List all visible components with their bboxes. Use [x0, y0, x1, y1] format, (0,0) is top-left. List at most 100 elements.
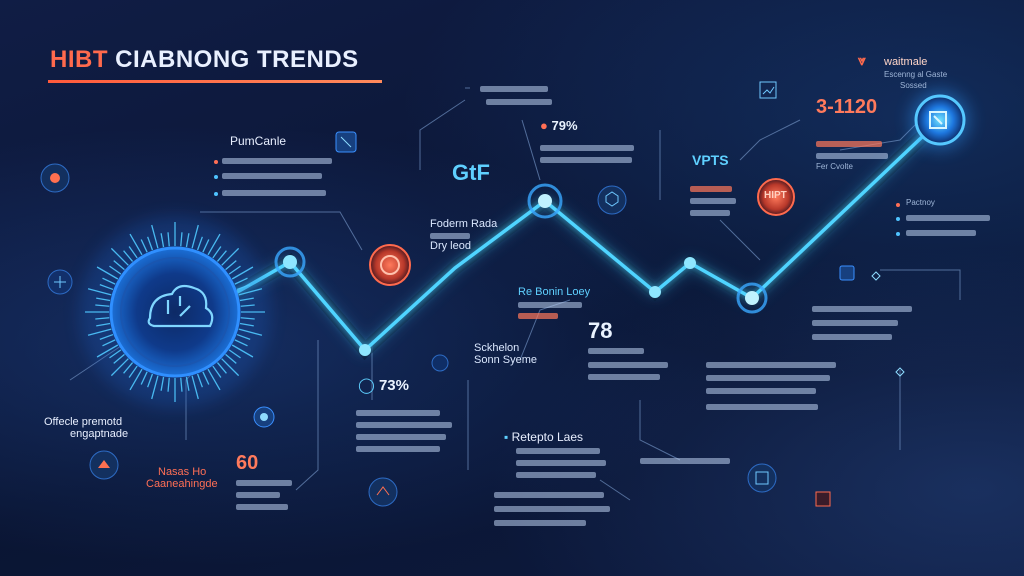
- hub-ray: [239, 322, 254, 327]
- hub-ray: [225, 353, 237, 364]
- chart-icon-2: [815, 491, 831, 507]
- gear-icon-2: [839, 265, 855, 281]
- hub-ray: [151, 375, 159, 400]
- text-line: [486, 99, 552, 105]
- label-sckhelon-1: Sckhelon: [474, 342, 520, 354]
- stat-73: ◯ 73%: [358, 377, 409, 394]
- cube-icon: [335, 131, 357, 153]
- text-line: [816, 153, 888, 159]
- text-line: [812, 334, 892, 340]
- text-line: [706, 388, 816, 394]
- hub-ray: [234, 277, 248, 285]
- hub-ray: [212, 365, 222, 378]
- text-line: [494, 520, 586, 526]
- hub-ray: [225, 260, 237, 271]
- hub-ray: [185, 376, 190, 391]
- title-prefix: HIBT: [50, 46, 108, 73]
- hub-ray: [167, 377, 170, 392]
- hub-ray: [102, 277, 116, 285]
- hub-ray: [231, 344, 254, 358]
- label-roll-left-1: Foderm Rada: [430, 218, 498, 230]
- cloud-icon: [368, 477, 398, 507]
- cube-icon-2: [431, 354, 449, 372]
- bullet: [896, 232, 900, 236]
- text-line: [706, 404, 818, 410]
- stat-60: 60: [236, 452, 259, 474]
- text-line: [588, 362, 668, 368]
- hub-ray: [140, 371, 148, 385]
- hub-ray: [191, 224, 199, 249]
- hub-ray: [191, 375, 199, 400]
- hub-ray: [239, 297, 254, 302]
- hub-ray: [113, 260, 125, 271]
- text-line: [690, 198, 736, 204]
- text-line: [222, 190, 326, 196]
- brand-top-right: waitmale: [884, 56, 928, 68]
- text-line: [588, 374, 660, 380]
- hub-ray: [240, 317, 255, 320]
- connector-lines: [69, 87, 961, 501]
- title-rest: CIABNONG TRENDS: [115, 46, 359, 73]
- bullet: [214, 192, 218, 196]
- line-nodes: [274, 183, 768, 356]
- text-line: [236, 504, 288, 510]
- text-line: [812, 320, 898, 326]
- hub-ray: [231, 266, 254, 280]
- text-line: [906, 230, 976, 236]
- hub-ray: [95, 304, 110, 307]
- text-line: [816, 141, 882, 147]
- hub-ray: [160, 376, 165, 391]
- text-line: [430, 233, 470, 239]
- hipt-badge-text: HIPT: [764, 190, 787, 201]
- hub-ray: [160, 233, 165, 248]
- hub-ray: [123, 250, 134, 262]
- text-line: [356, 446, 440, 452]
- text-line: [812, 306, 912, 312]
- coin-icon: [369, 244, 411, 286]
- text-line: [706, 362, 836, 368]
- text-line: [906, 215, 990, 221]
- text-line: [588, 348, 644, 354]
- hub-ray: [167, 232, 170, 247]
- hub-ray: [196, 236, 203, 251]
- text-line: [518, 313, 558, 319]
- stat-pct-top-value: 79%: [551, 118, 578, 133]
- shield-icon: [597, 185, 627, 215]
- label-pumcanle: PumCanle: [230, 134, 287, 148]
- hub-ray: [180, 232, 183, 247]
- text-line: [236, 480, 292, 486]
- brain-icon: [147, 284, 214, 328]
- text-line: [222, 158, 332, 164]
- hub-ray: [129, 233, 143, 256]
- shield-icon-2: [747, 463, 777, 493]
- bullet: [896, 217, 900, 221]
- hub-ray: [96, 266, 119, 280]
- diamond-icon: [871, 271, 905, 377]
- hub-ray: [123, 362, 134, 374]
- hub-ray: [202, 239, 210, 253]
- hub-ray: [212, 246, 222, 259]
- hub-ray: [147, 373, 154, 388]
- hub-ray: [207, 368, 221, 391]
- brand-sub-2: Sossed: [900, 81, 927, 90]
- gear-icon: [89, 450, 119, 480]
- hub-ray: [128, 365, 138, 378]
- hub-ray: [96, 344, 119, 358]
- page-title: HIBT CIABNONG TRENDS: [50, 46, 359, 74]
- hub-ray: [113, 353, 125, 364]
- text-line: [640, 458, 730, 464]
- hub-ray: [202, 371, 210, 385]
- hub-ray: [147, 236, 154, 251]
- hub-ray: [234, 339, 248, 347]
- hub-ray: [228, 349, 241, 359]
- label-roll-left-2: Dry leod: [430, 240, 471, 252]
- text-line: [356, 422, 452, 428]
- brand-sub-1: Escenng al Gaste: [884, 70, 948, 79]
- text-line: [706, 375, 830, 381]
- bullet: [214, 175, 218, 179]
- hub-ray: [99, 284, 114, 291]
- text-line: [494, 506, 610, 512]
- hub-ray: [109, 265, 122, 275]
- bullet: [896, 203, 900, 207]
